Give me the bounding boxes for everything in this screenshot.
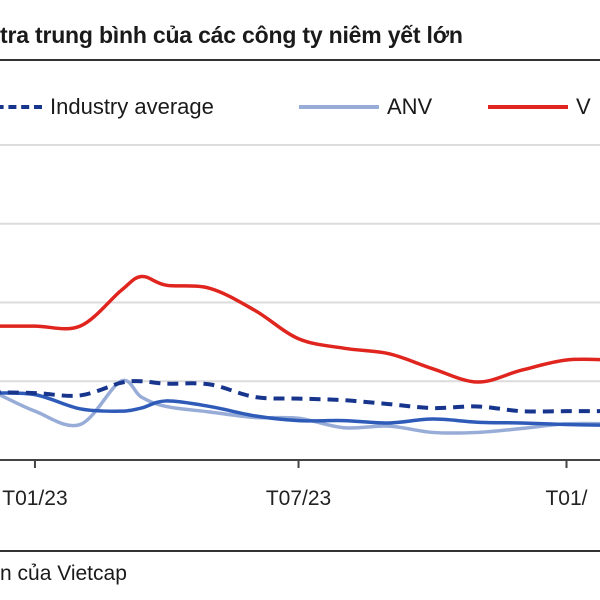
legend-swatch <box>299 105 379 109</box>
bottom-divider <box>0 550 600 552</box>
title-divider <box>0 59 600 61</box>
series-line-unlabeled <box>0 391 600 427</box>
legend: Industry average ANV V <box>0 92 600 122</box>
legend-swatch-dashed <box>0 105 42 109</box>
x-tick-label: T01/23 <box>2 487 67 510</box>
series-line-anv <box>0 378 600 435</box>
x-tick-label: T07/23 <box>266 487 331 510</box>
series-line-v <box>0 274 600 384</box>
series-line-industry-average <box>0 379 600 414</box>
legend-label: V <box>576 94 591 119</box>
legend-label: ANV <box>387 94 433 119</box>
legend-swatch <box>488 105 568 109</box>
legend-item-anv: ANV <box>299 92 432 122</box>
source-note: n của Vietcap <box>0 562 127 585</box>
legend-item-v: V <box>488 92 591 122</box>
legend-label: Industry average <box>50 94 214 119</box>
chart-title: tra trung bình của các công ty niêm yết … <box>0 22 463 48</box>
series-lines <box>0 274 600 435</box>
x-tick-label: T01/ <box>545 487 587 510</box>
gridlines <box>0 144 600 383</box>
legend-item-industry-average: Industry average <box>0 92 214 122</box>
x-ticks: T01/23 T07/23 T01/ <box>2 460 588 510</box>
